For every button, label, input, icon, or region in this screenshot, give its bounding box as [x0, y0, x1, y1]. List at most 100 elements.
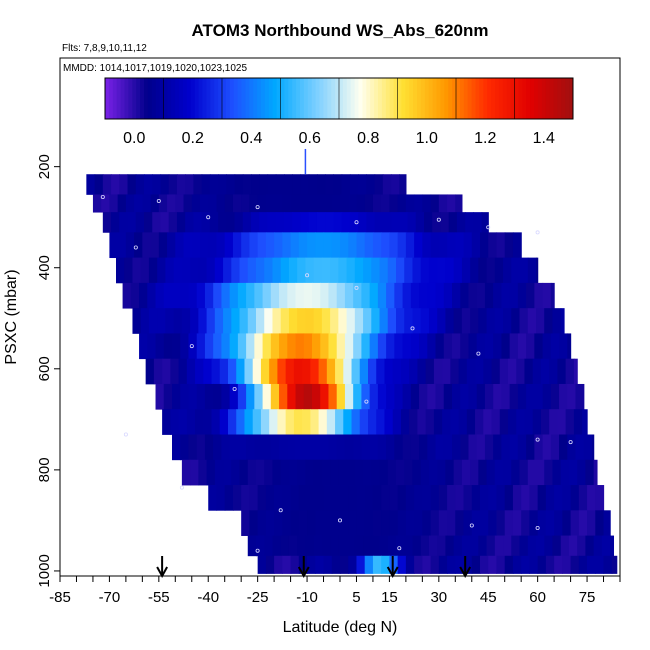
colorbar-segment: [428, 78, 434, 119]
heat-cell: [239, 257, 249, 284]
colorbar-segment: [171, 78, 176, 119]
heat-cell: [165, 257, 175, 284]
heat-cell: [307, 510, 316, 536]
heat-cell: [397, 510, 407, 536]
heat-cell: [463, 510, 473, 536]
heat-cell: [379, 459, 389, 486]
heat-cell: [188, 434, 198, 461]
heat-cell: [455, 232, 465, 259]
heat-cell: [204, 282, 214, 309]
colorbar-segment: [491, 78, 496, 119]
heat-cell: [496, 510, 506, 536]
heat-cell: [377, 434, 387, 461]
heat-cell: [570, 510, 580, 536]
heat-cell: [359, 358, 369, 385]
heat-cell: [172, 434, 181, 461]
heat-cell: [448, 212, 458, 233]
heat-cell: [369, 333, 379, 360]
heat-cell: [94, 174, 104, 195]
heat-cell: [265, 194, 275, 213]
heat-cell: [414, 194, 423, 213]
heat-cell: [405, 510, 415, 536]
heat-cell: [405, 232, 415, 259]
heat-cell: [279, 383, 288, 410]
heat-cell: [125, 232, 135, 259]
heat-cell: [172, 282, 181, 309]
heat-cell: [353, 434, 363, 461]
colorbar-segment: [432, 78, 437, 119]
heat-cell: [214, 257, 224, 284]
sample-points: [100, 148, 573, 553]
heat-cell: [256, 535, 265, 557]
heat-cell: [486, 308, 496, 334]
colorbar-segment: [214, 78, 219, 119]
sample-point: [305, 273, 310, 278]
heat-cell: [442, 409, 451, 435]
heat-cell: [155, 282, 165, 309]
heat-cell: [427, 383, 437, 410]
heat-cell: [287, 434, 297, 461]
heat-cell: [315, 232, 325, 259]
heat-cell: [196, 282, 206, 309]
colorbar-segment: [249, 78, 254, 119]
heat-cell: [424, 212, 433, 233]
heat-cell: [567, 434, 577, 461]
heat-cell: [501, 333, 511, 360]
heat-cell: [265, 510, 275, 536]
heat-cell: [298, 232, 308, 259]
heat-cell: [208, 485, 218, 511]
heat-cell: [476, 333, 486, 360]
heat-cell: [341, 212, 351, 233]
heat-cell: [308, 212, 318, 233]
heat-cell: [323, 555, 333, 574]
colorbar-segment: [319, 78, 324, 119]
heat-cell: [262, 383, 272, 410]
heat-cell: [285, 409, 295, 435]
heat-cell: [542, 282, 552, 309]
colorbar-segment: [448, 78, 453, 119]
heat-cell: [428, 308, 438, 334]
heat-cell: [577, 459, 587, 486]
colorbar-segment: [463, 78, 469, 119]
heat-cell: [475, 358, 484, 385]
heat-cell: [384, 358, 394, 385]
heat-cell: [333, 174, 343, 195]
heat-cell: [298, 485, 308, 511]
heat-cell: [386, 333, 395, 360]
heat-cell: [249, 194, 259, 213]
colorbar-segment: [108, 78, 114, 119]
heat-cell: [252, 409, 262, 435]
heat-cell: [172, 383, 181, 410]
y-axis-label: PSXC (mbar): [3, 269, 20, 364]
heat-cell: [402, 333, 412, 360]
colorbar-segment: [194, 78, 200, 119]
colorbar-segment: [186, 78, 192, 119]
heat-cell: [386, 383, 395, 410]
heat-cell: [493, 383, 503, 410]
heat-cell: [443, 282, 453, 309]
heat-cell: [368, 409, 377, 435]
heat-cell: [325, 174, 335, 195]
heat-cell: [402, 383, 412, 410]
colorbar-segment: [264, 78, 270, 119]
heat-cell: [265, 485, 275, 511]
heatmap-layers: [86, 174, 618, 574]
heat-cell: [331, 555, 341, 574]
heat-cell: [315, 194, 325, 213]
heat-cell: [519, 257, 529, 284]
colorbar-segment: [339, 78, 344, 119]
colorbar-segment: [120, 78, 125, 119]
heat-cell: [402, 282, 412, 309]
heat-cell: [481, 212, 489, 233]
heat-cell: [316, 212, 326, 233]
heat-cell: [333, 212, 343, 233]
sample-point: [100, 194, 105, 199]
heat-cell: [288, 535, 298, 557]
heat-cell: [302, 358, 311, 385]
heat-cell: [290, 232, 300, 259]
heat-cell: [425, 358, 435, 385]
heat-cell: [200, 232, 209, 259]
heat-cell: [326, 409, 336, 435]
heat-cell: [163, 282, 173, 309]
heat-cell: [453, 535, 463, 557]
